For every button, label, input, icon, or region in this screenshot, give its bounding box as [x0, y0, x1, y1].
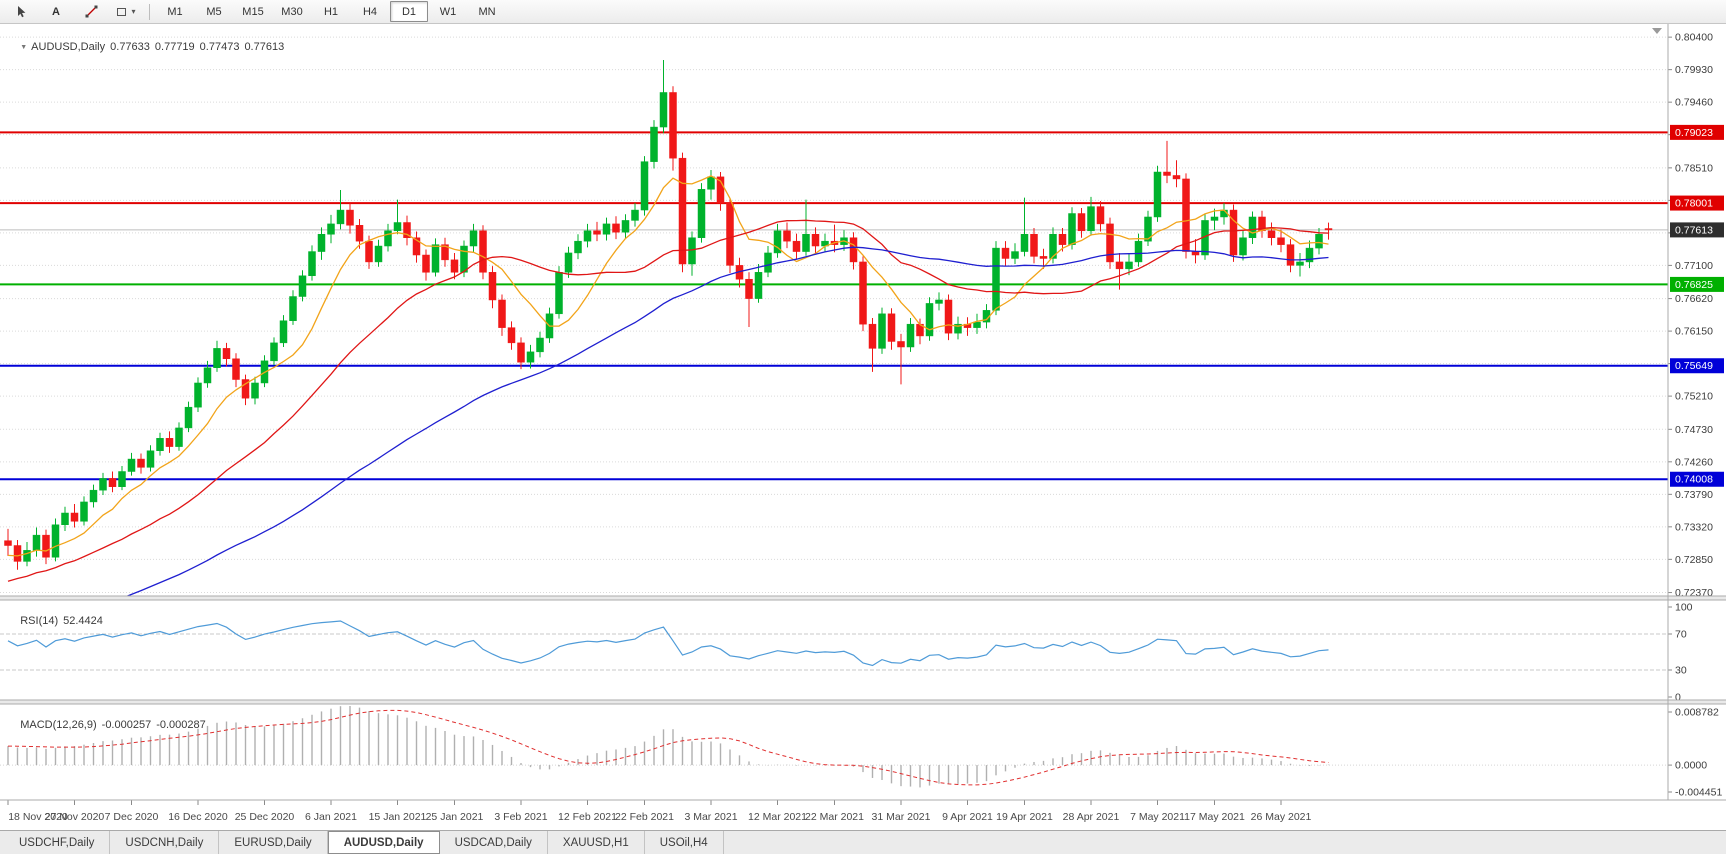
chart-tab-usdcad-daily[interactable]: USDCAD,Daily	[439, 831, 548, 854]
line-studies-toolbar: A ▾	[4, 1, 143, 22]
svg-text:0.77100: 0.77100	[1675, 260, 1713, 272]
rsi-grid	[0, 633, 1668, 671]
svg-text:7 May 2021: 7 May 2021	[1130, 811, 1185, 823]
svg-text:25 Jan 2021: 25 Jan 2021	[426, 811, 484, 823]
svg-text:0.76150: 0.76150	[1675, 326, 1713, 338]
svg-text:19 Apr 2021: 19 Apr 2021	[996, 811, 1053, 823]
chart-tab-usoil-h4[interactable]: USOil,H4	[644, 831, 724, 854]
ma-mid-line	[7, 219, 1329, 582]
timeframe-d1-button[interactable]: D1	[390, 1, 428, 22]
chart-tab-usdcnh-daily[interactable]: USDCNH,Daily	[110, 831, 220, 854]
top-toolbar: A ▾ M1 M5 M15 M30 H1 H4 D1 W1 MN	[0, 0, 1726, 24]
svg-text:18 Nov 2020: 18 Nov 2020	[8, 811, 68, 823]
svg-text:0: 0	[1675, 692, 1681, 704]
svg-text:22 Mar 2021: 22 Mar 2021	[805, 811, 864, 823]
candles-layer	[4, 59, 1333, 570]
price-chart[interactable]: 0.804000.799300.794600.789900.785100.780…	[0, 24, 1726, 830]
dropdown-arrow-icon: ▾	[131, 7, 136, 16]
svg-text:0.75210: 0.75210	[1675, 391, 1713, 403]
chart-tabs-bar: USDCHF,Daily USDCNH,Daily EURUSD,Daily AUDU…	[0, 830, 1726, 854]
cursor-icon	[17, 6, 25, 18]
svg-text:0.78510: 0.78510	[1675, 162, 1713, 174]
svg-text:0.79023: 0.79023	[1675, 127, 1713, 139]
svg-text:0.76825: 0.76825	[1675, 279, 1713, 291]
text-tool-button[interactable]: A	[52, 5, 60, 18]
svg-text:0.008782: 0.008782	[1675, 707, 1719, 719]
svg-text:30: 30	[1675, 665, 1687, 677]
svg-text:25 Dec 2020: 25 Dec 2020	[235, 811, 295, 823]
panel-borders	[0, 24, 1726, 801]
shapes-icon	[117, 8, 127, 16]
timeframe-mn-button[interactable]: MN	[478, 5, 496, 18]
chart-tab-eurusd-daily[interactable]: EURUSD,Daily	[219, 831, 328, 854]
rsi-axis: 100 70 30 0	[1668, 602, 1693, 704]
cursor-tool-button[interactable]	[4, 1, 38, 22]
macd-axis: 0.008782 0.0000 -0.004451	[1668, 707, 1722, 799]
moving-averages	[7, 175, 1329, 596]
timeframe-m5-button[interactable]: M5	[206, 5, 222, 18]
svg-text:12 Feb 2021: 12 Feb 2021	[558, 811, 617, 823]
svg-text:0.74730: 0.74730	[1675, 424, 1713, 436]
svg-text:70: 70	[1675, 629, 1687, 641]
svg-text:0.74260: 0.74260	[1675, 456, 1713, 468]
macd-signal-line	[7, 709, 1329, 786]
svg-text:15 Jan 2021: 15 Jan 2021	[369, 811, 427, 823]
timeframe-m30-button[interactable]: M30	[281, 5, 303, 18]
svg-text:3 Mar 2021: 3 Mar 2021	[684, 811, 737, 823]
svg-text:3 Feb 2021: 3 Feb 2021	[494, 811, 547, 823]
ma-slow-line	[125, 246, 1329, 596]
svg-text:-0.004451: -0.004451	[1675, 787, 1722, 799]
trendline-tool-button[interactable]	[74, 1, 108, 22]
svg-text:0.77613: 0.77613	[1675, 224, 1713, 236]
svg-text:0.74008: 0.74008	[1675, 474, 1713, 486]
timeframe-m15-button[interactable]: M15	[242, 5, 264, 18]
svg-text:9 Apr 2021: 9 Apr 2021	[942, 811, 993, 823]
timeframe-h1-button[interactable]: H1	[323, 5, 339, 18]
timeframes-toolbar: M1 M5 M15 M30 H1 H4 D1 W1 MN	[156, 1, 506, 22]
svg-text:27 Nov 2020: 27 Nov 2020	[45, 811, 105, 823]
svg-text:12 Mar 2021: 12 Mar 2021	[748, 811, 807, 823]
svg-text:0.79930: 0.79930	[1675, 64, 1713, 76]
svg-text:22 Feb 2021: 22 Feb 2021	[615, 811, 674, 823]
timeframe-m1-button[interactable]: M1	[167, 5, 183, 18]
shapes-tool-button[interactable]: ▾	[109, 1, 143, 22]
svg-text:0.76620: 0.76620	[1675, 293, 1713, 305]
svg-text:31 Mar 2021: 31 Mar 2021	[872, 811, 931, 823]
chart-tab-usdchf-daily[interactable]: USDCHF,Daily	[4, 831, 111, 854]
toolbar-separator	[149, 3, 150, 20]
svg-text:7 Dec 2020: 7 Dec 2020	[105, 811, 159, 823]
svg-text:26 May 2021: 26 May 2021	[1251, 811, 1312, 823]
macd-histogram	[7, 705, 1330, 788]
chart-background	[0, 24, 1726, 830]
svg-text:0.79460: 0.79460	[1675, 97, 1713, 109]
horizontal-lines	[0, 131, 1668, 481]
svg-text:16 Dec 2020: 16 Dec 2020	[168, 811, 228, 823]
timeframe-h4-button[interactable]: H4	[362, 5, 378, 18]
ma-fast-line	[7, 175, 1329, 557]
svg-text:28 Apr 2021: 28 Apr 2021	[1063, 811, 1120, 823]
svg-text:0.73790: 0.73790	[1675, 489, 1713, 501]
svg-text:0.72850: 0.72850	[1675, 554, 1713, 566]
svg-text:6 Jan 2021: 6 Jan 2021	[305, 811, 357, 823]
trendline-icon	[85, 5, 97, 18]
svg-text:0.80400: 0.80400	[1675, 32, 1713, 44]
svg-text:17 May 2021: 17 May 2021	[1184, 811, 1245, 823]
chart-tab-xauusd-h1[interactable]: XAUUSD,H1	[547, 831, 645, 854]
chart-tab-audusd-daily[interactable]: AUDUSD,Daily	[327, 831, 440, 854]
svg-text:0.78001: 0.78001	[1675, 198, 1713, 210]
svg-text:0.0000: 0.0000	[1675, 760, 1707, 772]
timeframe-w1-button[interactable]: W1	[439, 5, 457, 18]
chart-shift-marker	[1652, 28, 1662, 34]
price-tags: 0.79023 0.78001 0.76825 0.75649 0.74008 0.776…	[1670, 124, 1724, 487]
svg-text:100: 100	[1675, 602, 1693, 614]
svg-text:0.73320: 0.73320	[1675, 521, 1713, 533]
rsi-line	[7, 620, 1329, 667]
svg-text:0.75649: 0.75649	[1675, 360, 1713, 372]
